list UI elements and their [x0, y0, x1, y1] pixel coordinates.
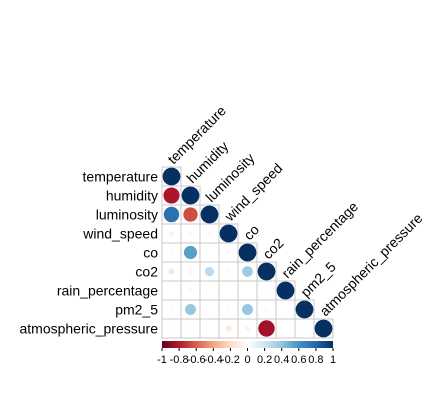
correlation-circle-atmospheric_pressure-humidity	[188, 326, 193, 331]
grid-cell-rain_percentage-wind_speed	[218, 280, 239, 301]
correlation-circle-humidity-humidity	[181, 186, 200, 205]
correlation-circle-pm2_5-co2	[264, 307, 269, 312]
colorbar-tick-label: 0.2	[257, 354, 272, 366]
correlation-circle-co2-luminosity	[204, 266, 215, 277]
grid-cell-rain_percentage-temperature	[161, 280, 182, 301]
diagonal-label-co2: co2	[259, 235, 286, 262]
colorbar-tick-label: 0	[244, 354, 250, 366]
row-label-co: co	[143, 245, 158, 261]
colorbar-tick-label: -0.4	[204, 354, 223, 366]
correlation-circle-luminosity-humidity	[183, 207, 198, 222]
colorbar-tick-label: 0.8	[308, 354, 323, 366]
row-label-pm2_5: pm2_5	[115, 302, 158, 318]
colorbar-tick-label: 0.6	[291, 354, 306, 366]
colorbar-tick-label: 1	[330, 354, 336, 366]
correlation-circle-rain_percentage-co2	[265, 289, 268, 292]
correlation-circle-co2-co	[242, 266, 253, 277]
correlation-circle-pm2_5-co	[242, 304, 253, 315]
row-label-wind_speed: wind_speed	[82, 226, 158, 242]
grid-cell-rain_percentage-co	[237, 280, 258, 301]
correlation-circle-pm2_5-humidity	[185, 304, 196, 315]
correlation-circle-atmospheric_pressure-pm2_5	[302, 326, 307, 331]
colorbar-gradient	[162, 341, 333, 348]
colorbar: -1 -0.8-0.6-0.4-0.2 0 0.2 0.4 0.6 0.8 1	[157, 341, 336, 366]
correlation-circle-pm2_5-pm2_5	[295, 300, 314, 319]
correlation-circle-pm2_5-wind_speed	[226, 307, 231, 312]
colorbar-tick-label: -0.8	[170, 354, 189, 366]
correlation-circle-wind_speed-luminosity	[207, 231, 212, 236]
correlation-circle-wind_speed-temperature	[168, 230, 175, 237]
grid-cell-rain_percentage-luminosity	[199, 280, 220, 301]
colorbar-tick-label: -0.2	[221, 354, 240, 366]
correlation-circle-atmospheric_pressure-wind_speed	[225, 325, 232, 332]
correlation-circle-co-humidity	[183, 245, 198, 260]
correlation-circle-temperature-temperature	[162, 167, 181, 186]
correlation-circle-co2-wind_speed	[226, 269, 231, 274]
diagonal-label-co: co	[240, 221, 262, 243]
grid-cell-atmospheric_pressure-luminosity	[199, 318, 220, 339]
correlation-circle-co-co	[238, 243, 257, 262]
correlation-circle-pm2_5-temperature	[169, 307, 174, 312]
correlation-circle-atmospheric_pressure-co2	[258, 320, 275, 337]
correlation-circle-atmospheric_pressure-co	[245, 326, 250, 331]
correlation-circle-co2-temperature	[168, 268, 175, 275]
correlation-circle-luminosity-temperature	[163, 206, 180, 223]
colorbar-tick-label: -1	[157, 354, 167, 366]
correlation-circle-co2-co2	[257, 262, 276, 281]
row-label-temperature: temperature	[83, 169, 159, 185]
correlation-circle-atmospheric_pressure-temperature	[170, 327, 173, 330]
grid-cell-co-luminosity	[199, 242, 220, 263]
grid-cell-atmospheric_pressure-rain_percentage	[275, 318, 296, 339]
correlation-circle-co-wind_speed	[226, 250, 231, 255]
correlation-circle-rain_percentage-rain_percentage	[276, 281, 295, 300]
row-labels: temperature humidity luminosity wind_speedc…	[19, 169, 158, 337]
correlation-circle-rain_percentage-humidity	[188, 288, 193, 293]
correlation-circle-wind_speed-humidity	[188, 231, 193, 236]
row-label-atmospheric_pressure: atmospheric_pressure	[19, 321, 158, 337]
correlation-circle-co2-humidity	[188, 269, 193, 274]
row-label-rain_percentage: rain_percentage	[57, 283, 158, 299]
correlation-circles	[162, 167, 333, 338]
colorbar-tick-label: 0.4	[274, 354, 289, 366]
correlation-circle-atmospheric_pressure-atmospheric_pressure	[314, 319, 333, 338]
row-label-luminosity: luminosity	[96, 207, 158, 223]
correlation-circle-humidity-temperature	[163, 187, 180, 204]
correlation-circle-wind_speed-wind_speed	[219, 224, 238, 243]
row-label-co2: co2	[135, 264, 158, 280]
grid-cell-pm2_5-luminosity	[199, 299, 220, 320]
row-label-humidity: humidity	[106, 188, 158, 204]
correlation-circle-luminosity-luminosity	[200, 205, 219, 224]
correlation-circle-co-temperature	[169, 250, 174, 255]
grid-cell-pm2_5-rain_percentage	[275, 299, 296, 320]
colorbar-tick-label: -0.6	[187, 354, 206, 366]
